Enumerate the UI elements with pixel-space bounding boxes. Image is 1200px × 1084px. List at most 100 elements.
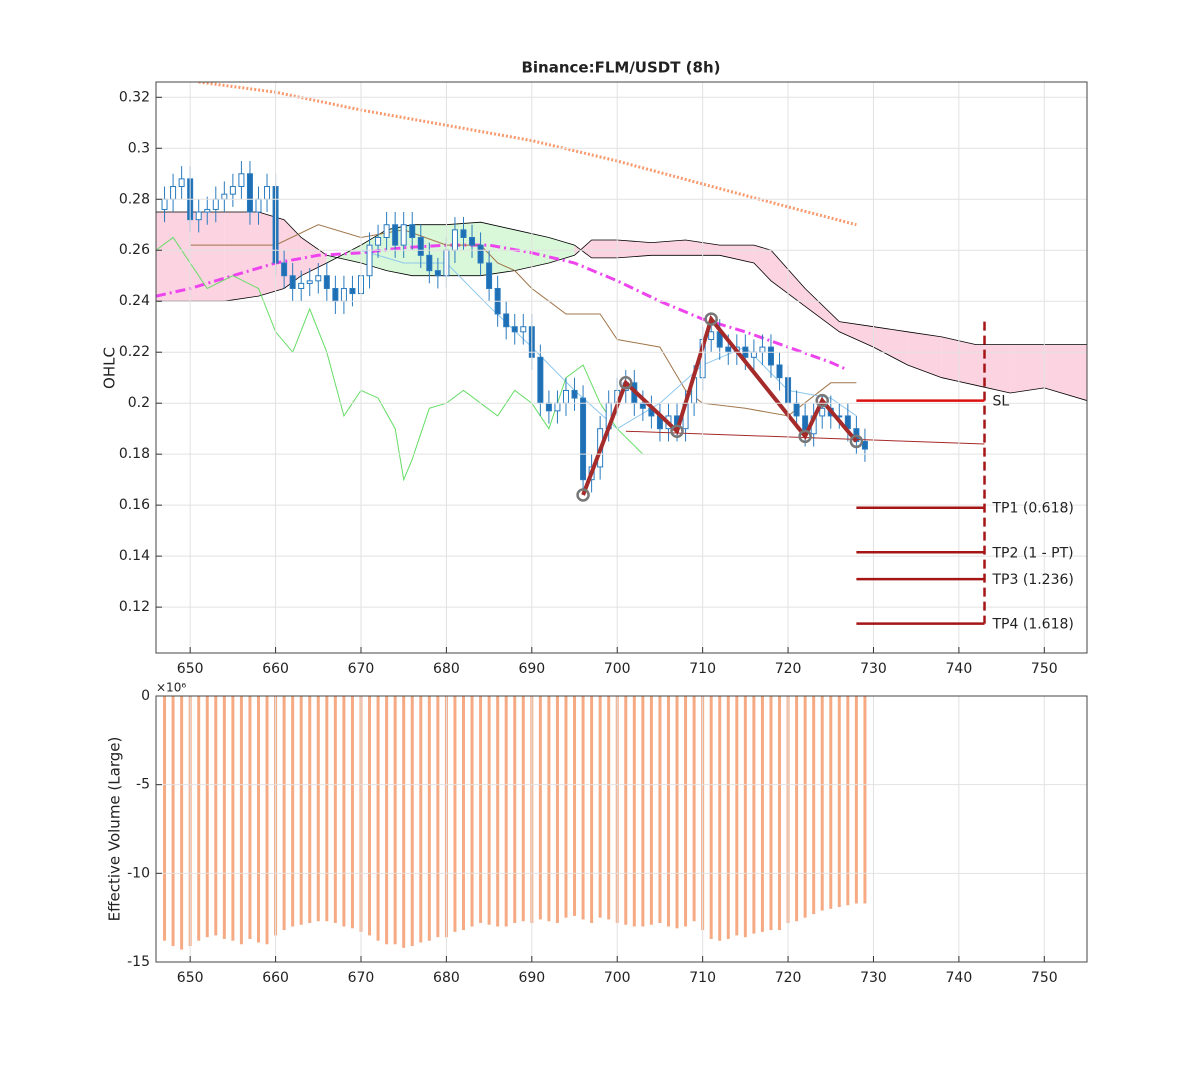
- pattern-point: [670, 424, 684, 438]
- axes-frame: [155, 695, 1088, 963]
- candle-body: [639, 402, 646, 409]
- y-tick-label: -15: [127, 954, 150, 970]
- bar: [419, 696, 423, 943]
- y-axis-label: Effective Volume (Large): [106, 737, 124, 922]
- bar: [581, 696, 585, 920]
- candle-body: [238, 173, 245, 188]
- x-tick-label: 750: [1031, 970, 1058, 986]
- candle-body: [477, 244, 484, 264]
- y-tick-label: 0.26: [119, 242, 150, 258]
- candle-body: [400, 224, 407, 246]
- bar: [521, 696, 525, 922]
- bar: [726, 696, 730, 939]
- cloud-segment: [574, 240, 592, 258]
- level-label: SL: [993, 394, 1010, 410]
- candle-body: [306, 280, 313, 284]
- bar: [795, 696, 799, 922]
- x-tick-label: 650: [177, 970, 204, 986]
- candle-body: [537, 356, 544, 404]
- bar: [803, 696, 807, 918]
- cloud-segment: [1010, 344, 1045, 393]
- candle-body: [204, 208, 211, 213]
- candle-body: [212, 198, 219, 210]
- bar: [573, 696, 577, 916]
- y-axis-label: OHLC: [101, 347, 119, 389]
- level-label: TP2 (1 - PT): [992, 545, 1074, 561]
- y-tick-label: 0.3: [128, 140, 150, 156]
- bar: [231, 696, 235, 941]
- candle-body: [503, 313, 510, 328]
- candle-body: [511, 326, 518, 333]
- y-tick-label: 0.2: [128, 395, 150, 411]
- x-tick-label: 690: [518, 970, 545, 986]
- bar: [410, 696, 414, 947]
- bar: [385, 696, 389, 945]
- cloud-segment: [839, 321, 874, 348]
- y-tick-label: -10: [127, 865, 150, 881]
- bar: [205, 696, 209, 938]
- candle-body: [819, 407, 826, 417]
- x-tick-label: 730: [860, 970, 887, 986]
- bar: [658, 696, 662, 923]
- chart-title: Binance:FLM/USDT (8h): [521, 59, 720, 77]
- candle-body: [221, 193, 228, 200]
- bar: [829, 696, 833, 909]
- candle-body: [264, 186, 271, 200]
- x-tick-label: 740: [946, 970, 973, 986]
- indicator-line: [156, 243, 849, 372]
- y-tick-label: 0.28: [119, 191, 150, 207]
- bar: [256, 696, 260, 943]
- bar: [607, 696, 611, 920]
- bar: [197, 696, 201, 941]
- candle-body: [469, 236, 476, 246]
- candle-body: [434, 270, 441, 277]
- level-label: TP3 (1.236): [992, 572, 1074, 588]
- cloud-segment: [651, 240, 686, 256]
- x-tick-label: 740: [946, 661, 973, 677]
- x-tick-label: 650: [177, 661, 204, 677]
- x-tick-label: 710: [689, 970, 716, 986]
- bar: [624, 696, 628, 925]
- cloud-segment: [190, 212, 225, 302]
- bar: [427, 696, 431, 941]
- candle-body: [767, 346, 774, 366]
- candle-body: [451, 229, 458, 251]
- bar: [479, 696, 483, 923]
- bar: [538, 696, 542, 920]
- bar: [863, 696, 867, 904]
- bar: [180, 696, 184, 950]
- candle-body: [383, 224, 390, 238]
- bar: [282, 696, 286, 931]
- cloud-segment: [719, 245, 754, 263]
- bar: [325, 696, 329, 922]
- candle-body: [340, 287, 347, 302]
- pattern-line: [581, 314, 858, 496]
- bar: [496, 696, 500, 927]
- pattern-point: [619, 376, 633, 390]
- pattern-point: [849, 434, 864, 449]
- y-tick-label: 0.32: [119, 89, 150, 105]
- bar: [846, 696, 850, 906]
- y-tick-label: 0.16: [119, 497, 150, 513]
- candle-body: [229, 186, 236, 195]
- bar: [402, 696, 406, 948]
- candle-body: [195, 211, 202, 221]
- y-tick-label: 0.12: [119, 599, 150, 615]
- candle-body: [861, 440, 868, 450]
- candle-body: [349, 287, 356, 295]
- bar: [812, 696, 816, 915]
- bar: [692, 696, 696, 922]
- bar: [342, 696, 346, 927]
- cloud-span-b: [156, 211, 1087, 345]
- bar: [684, 696, 688, 927]
- pattern-point: [576, 488, 590, 502]
- bar: [854, 696, 858, 904]
- bar: [171, 696, 175, 947]
- cloud-segment: [805, 288, 840, 332]
- candle-body: [161, 198, 168, 210]
- bar: [743, 696, 747, 938]
- y-tick-label: -5: [136, 777, 150, 793]
- cloud-segment: [907, 331, 942, 378]
